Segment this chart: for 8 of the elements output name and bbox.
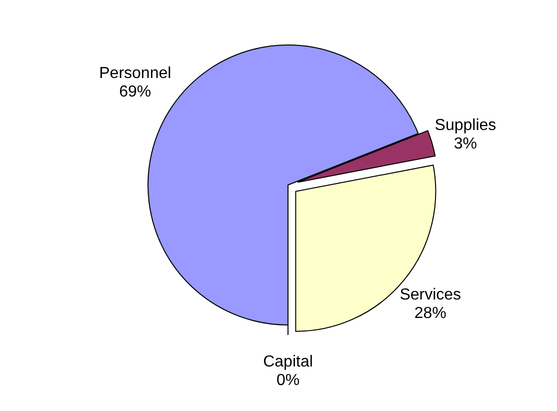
slice-label: Services	[400, 286, 462, 304]
slice-label: Supplies	[434, 117, 496, 134]
slice-label: Personnel	[99, 64, 172, 82]
data-label: 28%	[414, 304, 446, 322]
data-label: 69%	[119, 83, 152, 100]
text: 0%	[276, 372, 300, 389]
category-label: Capital	[263, 354, 313, 371]
data-label: 3%	[454, 136, 478, 153]
